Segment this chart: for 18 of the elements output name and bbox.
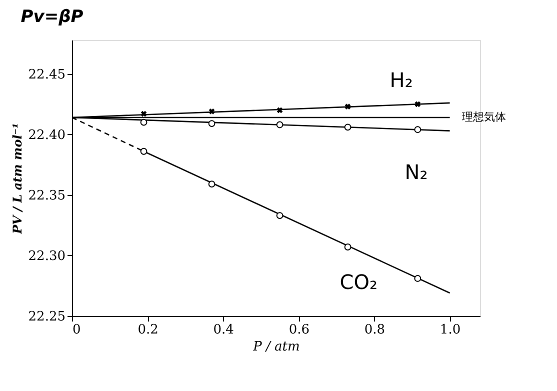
x-axis-title: P / atm <box>252 340 300 354</box>
y-tick-label: 22.30 <box>28 248 66 264</box>
y-axis-title: PV / L atm mol⁻¹ <box>10 123 24 235</box>
series-label: H₂ <box>390 68 413 92</box>
x-tick-label: 1.0 <box>440 322 461 338</box>
x-tick-label: 0 <box>72 322 81 338</box>
x-tick-label: 0.4 <box>213 322 234 338</box>
x-tick-label: 0.8 <box>364 322 386 338</box>
y-tick-label: 22.40 <box>28 128 66 143</box>
chart-title: Pv=βP <box>20 7 84 27</box>
series-label: N₂ <box>404 160 428 184</box>
series-label: 理想気体 <box>462 110 506 124</box>
x-tick-label: 0.6 <box>288 322 310 338</box>
x-tick-label: 0.2 <box>138 322 158 338</box>
y-tick-label: 22.25 <box>28 310 66 324</box>
y-tick-label: 22.45 <box>28 67 66 82</box>
series-label: CO₂ <box>340 270 378 294</box>
y-tick-label: 22.35 <box>28 188 66 204</box>
